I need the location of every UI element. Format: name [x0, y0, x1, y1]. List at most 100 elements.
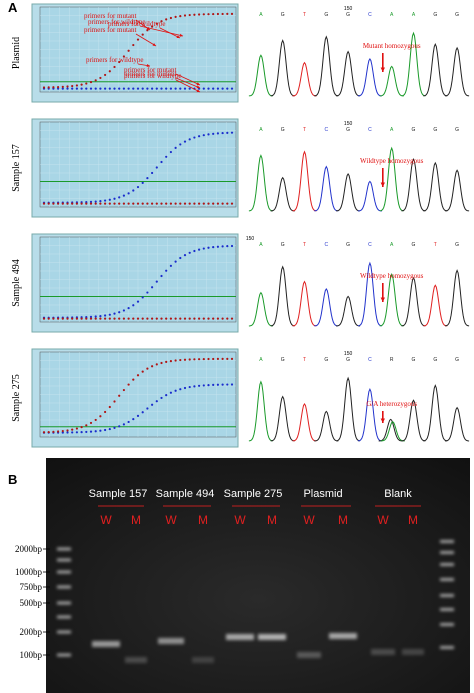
chromatogram-peak — [379, 146, 404, 212]
qpcr-point — [226, 383, 229, 386]
qpcr-point — [216, 87, 219, 90]
qpcr-point — [230, 244, 234, 248]
qpcr-point — [118, 196, 121, 199]
qpcr-point — [52, 317, 55, 320]
arrow — [135, 33, 157, 47]
qpcr-point — [207, 357, 210, 361]
qpcr-point — [118, 202, 121, 205]
well-label: M — [267, 513, 277, 527]
chromatogram-peak — [248, 380, 273, 442]
chromatogram-peak — [380, 421, 405, 442]
ladder-band — [57, 547, 71, 551]
qpcr-point — [226, 317, 229, 320]
qpcr-point — [89, 87, 93, 90]
qpcr-point — [122, 423, 125, 426]
qpcr-point — [108, 317, 111, 320]
qpcr-point — [216, 245, 219, 248]
qpcr-point — [226, 245, 229, 248]
qpcr-point — [136, 185, 140, 189]
qpcr-point — [179, 143, 182, 146]
qpcr-point — [155, 202, 158, 205]
qpcr-point — [183, 358, 187, 361]
qpcr-point — [113, 317, 116, 320]
qpcr-point — [42, 431, 46, 434]
gel-band — [258, 634, 286, 640]
panel-label: A — [8, 0, 18, 15]
ladder-band — [440, 563, 454, 566]
chromatogram-peak — [336, 295, 361, 327]
arrow-head — [152, 43, 156, 46]
qpcr-point — [94, 79, 97, 82]
qpcr-point — [122, 87, 125, 90]
qpcr-point — [127, 87, 130, 90]
chromatogram-peak — [314, 288, 339, 327]
qpcr-point — [80, 431, 83, 434]
qpcr-point — [80, 87, 83, 90]
qpcr-point — [141, 296, 144, 299]
qpcr-point — [85, 424, 88, 427]
chromatogram-peak — [401, 276, 426, 327]
qpcr-point — [202, 384, 205, 387]
base-call: G — [281, 127, 285, 133]
arrow-head — [380, 297, 385, 302]
qpcr-point — [230, 202, 234, 205]
ladder-band — [440, 594, 454, 597]
qpcr-point — [174, 359, 177, 362]
ladder-band — [440, 608, 454, 611]
genotype-call: Mutant homozygous — [363, 42, 421, 50]
qpcr-point — [132, 378, 135, 381]
qpcr-point — [165, 269, 168, 272]
arrow — [159, 27, 181, 39]
qpcr-point — [52, 202, 55, 205]
chromatogram-peak — [292, 403, 317, 442]
qpcr-point — [151, 171, 154, 175]
chromatogram-peak — [357, 180, 382, 212]
qpcr-point — [141, 181, 144, 184]
qpcr-point — [198, 13, 201, 16]
qpcr-point — [174, 202, 177, 205]
base-call: G — [455, 127, 459, 133]
qpcr-point — [85, 430, 88, 434]
qpcr-point — [141, 411, 144, 414]
qpcr-point — [146, 202, 149, 205]
arrow-head — [146, 63, 150, 67]
gel-band — [226, 634, 254, 640]
qpcr-point — [89, 200, 93, 203]
chromatogram-peak — [270, 176, 295, 212]
qpcr-point — [221, 357, 224, 360]
qpcr-point — [108, 427, 111, 431]
qpcr-point — [151, 286, 154, 289]
genotype-call: G/A heterozygous — [366, 400, 417, 408]
base-position: 150 — [344, 6, 353, 12]
chromatogram-peak — [378, 418, 403, 442]
qpcr-point — [146, 87, 149, 90]
ladder-band — [57, 601, 71, 605]
qpcr-point — [104, 410, 107, 414]
qpcr-point — [108, 202, 111, 205]
qpcr-point — [198, 248, 201, 251]
qpcr-point — [212, 383, 215, 387]
base-call: A — [259, 127, 263, 133]
ladder-label: 750bp — [20, 582, 43, 592]
qpcr-point — [52, 86, 55, 89]
qpcr-point — [141, 33, 144, 36]
qpcr-point — [151, 403, 154, 406]
qpcr-point — [75, 427, 78, 430]
base-call: A — [259, 242, 263, 248]
qpcr-point — [132, 317, 135, 320]
arrow-head — [380, 67, 385, 72]
qpcr-point — [80, 426, 83, 429]
qpcr-point — [160, 20, 163, 23]
base-call: C — [324, 127, 328, 133]
lane-label: Plasmid — [303, 488, 342, 500]
well-label: W — [377, 513, 389, 527]
qpcr-point — [75, 317, 78, 320]
qpcr-point — [146, 317, 149, 320]
base-call: A — [259, 357, 263, 363]
base-call: G — [281, 12, 285, 18]
qpcr-point — [104, 87, 107, 90]
qpcr-point — [42, 317, 46, 320]
qpcr-point — [230, 317, 234, 320]
lane-label: Blank — [384, 488, 412, 500]
qpcr-point — [104, 202, 107, 205]
